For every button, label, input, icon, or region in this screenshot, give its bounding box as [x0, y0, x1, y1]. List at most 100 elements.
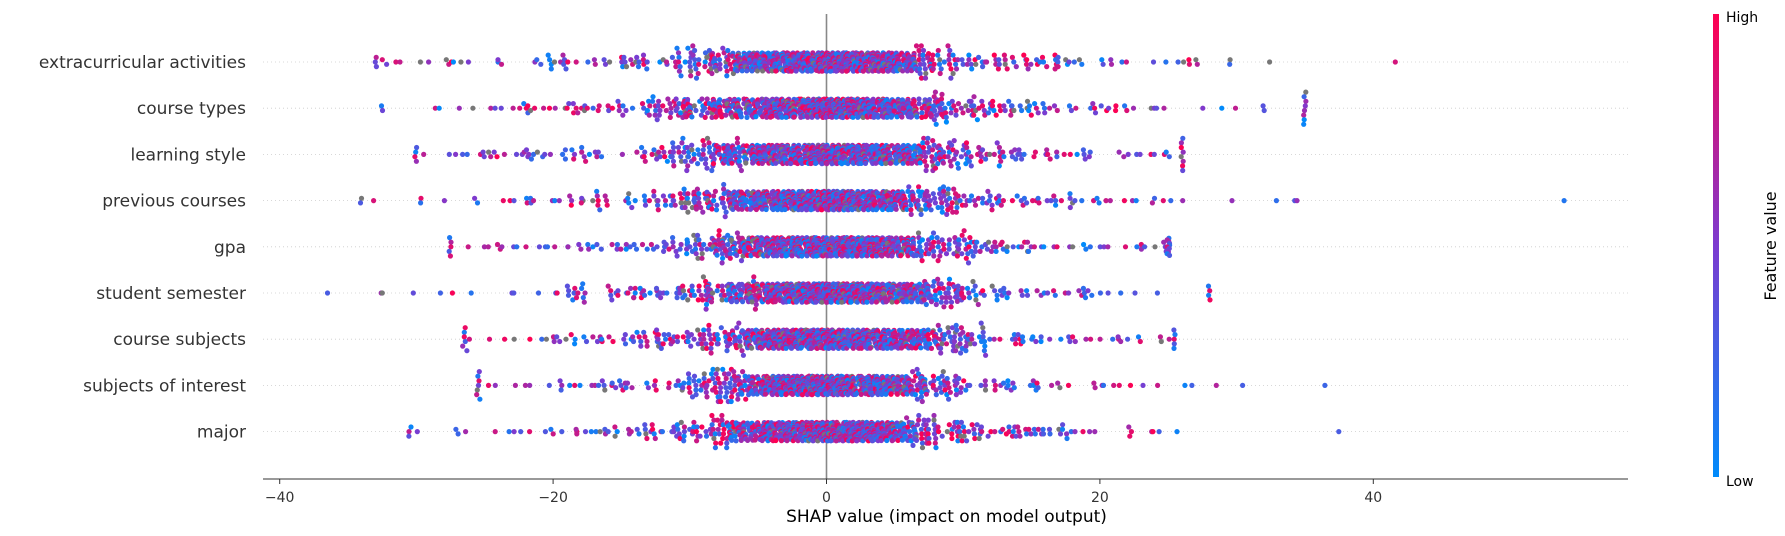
- shap-point: [768, 114, 774, 120]
- shap-point: [494, 241, 501, 248]
- shap-point: [1054, 154, 1060, 160]
- shap-point: [888, 114, 894, 120]
- shap-point: [1130, 105, 1137, 111]
- shap-point: [916, 47, 922, 54]
- shap-point: [948, 204, 954, 211]
- shap-point: [569, 147, 575, 153]
- shap-point: [791, 114, 797, 120]
- shap-point: [639, 144, 645, 151]
- shap-point: [945, 154, 951, 160]
- shap-point: [966, 52, 972, 58]
- shap-point: [655, 202, 661, 208]
- shap-point: [594, 193, 600, 199]
- shap-point: [923, 167, 929, 174]
- shap-point: [656, 149, 662, 155]
- shap-point: [561, 61, 567, 67]
- shap-point: [620, 64, 626, 70]
- shap-point: [922, 158, 928, 164]
- shap-point: [873, 160, 879, 166]
- shap-point: [971, 112, 977, 118]
- shap-point: [996, 144, 1003, 151]
- shap-point: [955, 165, 962, 171]
- shap-point: [1261, 107, 1267, 114]
- shap-point: [646, 198, 653, 204]
- shap-point: [625, 195, 631, 201]
- shap-point: [926, 202, 932, 208]
- shap-point: [720, 200, 726, 206]
- shap-point: [514, 244, 520, 250]
- shap-point: [919, 258, 925, 264]
- shap-point: [592, 61, 598, 67]
- shap-point: [916, 101, 922, 107]
- shap-point: [1086, 154, 1092, 160]
- shap-point: [1193, 57, 1199, 63]
- shap-point: [989, 202, 995, 208]
- shap-point: [594, 241, 600, 248]
- shap-point: [1070, 244, 1076, 250]
- shap-point: [738, 258, 745, 264]
- shap-point: [991, 107, 997, 114]
- shap-point: [922, 114, 929, 120]
- shap-point: [700, 151, 706, 157]
- shap-point: [702, 59, 708, 65]
- shap-point: [668, 105, 674, 111]
- shap-point: [692, 47, 698, 54]
- shap-point: [958, 154, 965, 160]
- shap-point: [692, 241, 699, 248]
- shap-point: [670, 140, 676, 146]
- shap-point: [699, 96, 705, 102]
- shap-point: [634, 149, 640, 155]
- shap-point: [998, 202, 1004, 208]
- shap-point: [663, 107, 669, 114]
- shap-point: [965, 107, 971, 114]
- shap-point: [926, 251, 932, 257]
- shap-point: [917, 244, 923, 250]
- shap-point: [685, 45, 691, 51]
- shap-point: [620, 112, 626, 118]
- shap-point: [709, 70, 715, 77]
- shap-point: [1067, 195, 1073, 201]
- shap-point: [972, 244, 978, 250]
- shap-point: [690, 52, 696, 58]
- shap-point: [1000, 198, 1007, 204]
- shap-point: [1002, 57, 1008, 63]
- shap-point: [687, 59, 693, 65]
- shap-point: [1079, 198, 1085, 204]
- shap-point: [631, 241, 637, 248]
- shap-point: [1054, 244, 1060, 250]
- shap-point: [704, 165, 710, 171]
- shap-point: [1054, 107, 1060, 114]
- shap-point: [656, 112, 662, 118]
- shap-point: [908, 211, 914, 217]
- shap-point: [918, 207, 924, 213]
- shap-point: [670, 235, 676, 241]
- shap-point: [447, 253, 453, 259]
- shap-point: [915, 198, 921, 204]
- shap-point: [1392, 59, 1398, 65]
- shap-point: [710, 161, 717, 167]
- shap-point: [1067, 191, 1073, 197]
- shap-point: [974, 239, 980, 245]
- shap-point: [1303, 98, 1309, 104]
- shap-point: [579, 195, 585, 201]
- shap-point: [576, 241, 582, 248]
- shap-point: [1016, 147, 1022, 153]
- shap-point: [1094, 195, 1100, 201]
- shap-point: [1083, 246, 1089, 252]
- shap-point: [663, 241, 669, 248]
- shap-point: [436, 105, 442, 111]
- shap-point: [938, 96, 945, 102]
- shap-point: [1092, 105, 1098, 111]
- shap-point: [615, 98, 621, 104]
- shap-point: [661, 248, 667, 254]
- shap-point: [1273, 198, 1279, 204]
- shap-point: [670, 198, 676, 204]
- shap-point: [654, 117, 660, 123]
- shap-point: [930, 147, 936, 153]
- shap-point: [685, 154, 692, 160]
- shap-point: [935, 52, 941, 58]
- shap-point: [1149, 200, 1155, 206]
- shap-point: [1178, 154, 1184, 160]
- shap-point: [492, 105, 498, 111]
- shap-point: [510, 105, 516, 111]
